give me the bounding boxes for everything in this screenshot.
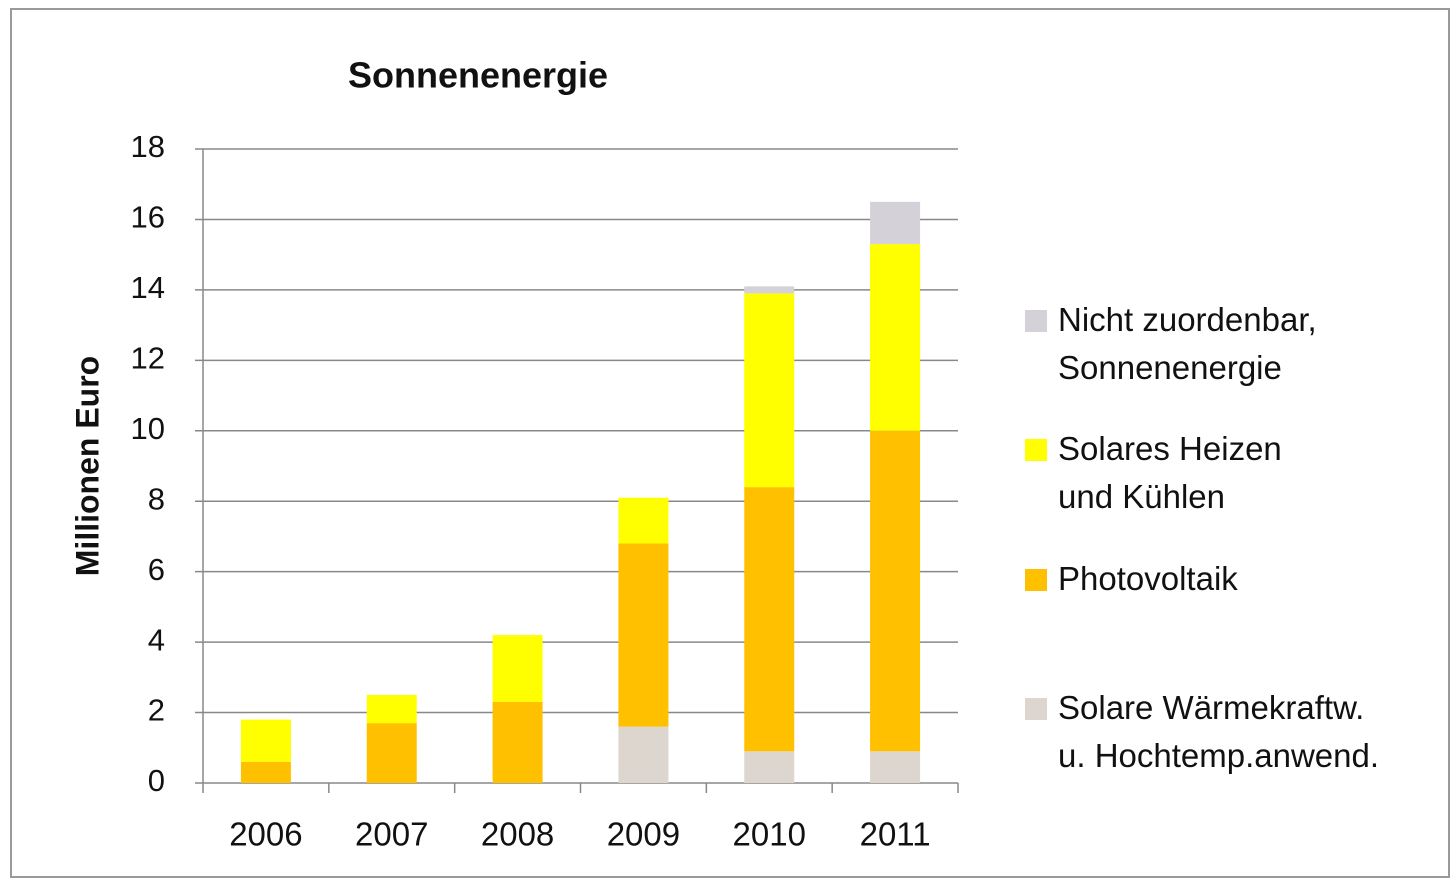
bar-segment xyxy=(744,293,795,488)
y-tick-label: 14 xyxy=(131,270,165,305)
bar-segment xyxy=(744,751,795,783)
legend-label: Nicht zuordenbar, Sonnenenergie xyxy=(1058,301,1317,386)
y-tick-label: 4 xyxy=(148,622,165,657)
chart-title: Sonnenenergie xyxy=(348,55,608,96)
legend-label: Solares Heizen und Kühlen xyxy=(1058,430,1282,515)
x-tick-label: 2008 xyxy=(481,816,554,853)
bar-segment xyxy=(240,761,291,783)
x-tick-label: 2011 xyxy=(860,816,931,853)
bar-segment xyxy=(870,430,921,752)
bar-segment xyxy=(492,635,543,702)
y-tick-label: 18 xyxy=(131,129,165,164)
x-tick-label: 2006 xyxy=(229,816,302,853)
bar-segment xyxy=(870,244,921,431)
bar-segment xyxy=(366,723,417,783)
y-tick-label: 12 xyxy=(131,341,165,376)
y-tick-label: 2 xyxy=(148,693,165,728)
y-tick-label: 0 xyxy=(148,763,165,798)
legend-swatch xyxy=(1025,698,1047,720)
bar-segment xyxy=(870,201,921,245)
legend-label: Photovoltaik xyxy=(1058,560,1238,597)
y-tick-label: 6 xyxy=(148,552,165,587)
bar-segment xyxy=(618,726,669,783)
bar-segment xyxy=(618,543,669,727)
legend-swatch xyxy=(1025,569,1047,591)
bar-segment xyxy=(618,497,669,544)
x-tick-label: 2010 xyxy=(733,816,806,853)
y-tick-label: 10 xyxy=(131,411,165,446)
bar-segment xyxy=(870,751,921,783)
chart-frame xyxy=(10,8,1450,878)
x-tick-label: 2009 xyxy=(607,816,680,853)
legend-swatch xyxy=(1025,310,1047,332)
y-tick-label: 16 xyxy=(131,200,165,235)
bar-segment xyxy=(744,487,795,752)
bar-segment xyxy=(492,701,543,783)
bar-segment xyxy=(240,719,291,762)
bar-segment xyxy=(744,286,795,294)
y-axis-label: Millionen Euro xyxy=(69,356,105,576)
bar-segment xyxy=(366,694,417,724)
legend-swatch xyxy=(1025,439,1047,461)
y-tick-label: 8 xyxy=(148,481,165,516)
x-tick-label: 2007 xyxy=(355,816,428,853)
legend-label: Solare Wärmekraftw. u. Hochtemp.anwend. xyxy=(1058,689,1380,774)
